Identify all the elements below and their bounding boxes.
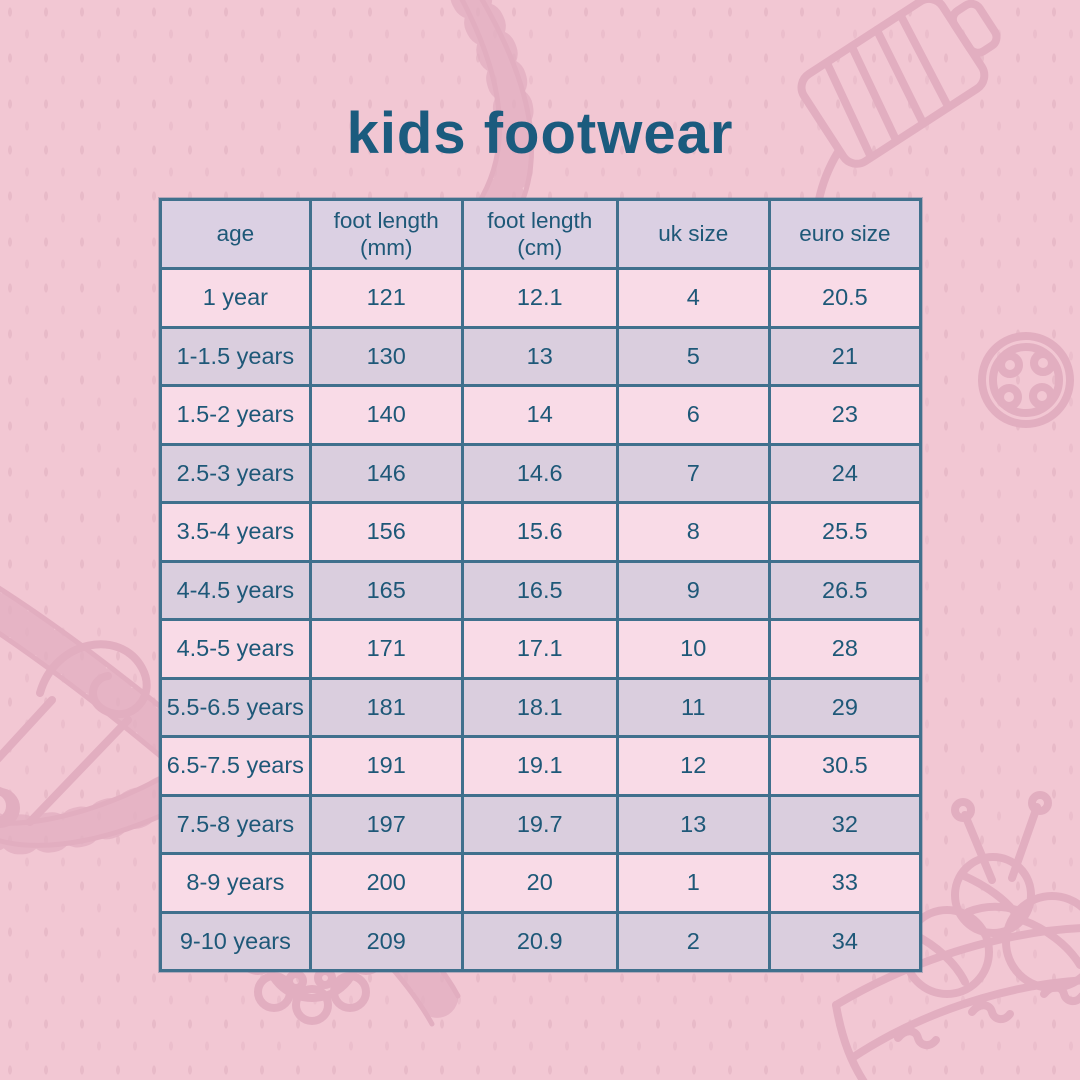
- foot-length-cm-cell: 20: [460, 852, 619, 914]
- foot-length-mm-cell: 130: [308, 325, 464, 387]
- foot-length-cm-cell: 19.1: [460, 735, 619, 797]
- table-row: 6.5-7.5 years 191 19.1 12 30.5: [159, 735, 923, 797]
- age-cell: 2.5-3 years: [159, 442, 312, 504]
- age-cell: 4-4.5 years: [159, 559, 312, 621]
- table-row: 1 year 121 12.1 4 20.5: [159, 267, 923, 329]
- euro-size-cell: 33: [767, 852, 923, 914]
- euro-size-cell: 20.5: [767, 267, 923, 329]
- foot-length-cm-cell: 14: [460, 384, 619, 446]
- uk-size-cell: 13: [615, 793, 771, 855]
- euro-size-cell: 24: [767, 442, 923, 504]
- euro-size-cell: 28: [767, 618, 923, 680]
- foot-length-mm-cell: 121: [308, 267, 464, 329]
- age-cell: 1.5-2 years: [159, 384, 312, 446]
- foot-length-cm-cell: 12.1: [460, 267, 619, 329]
- age-cell: 9-10 years: [159, 910, 312, 972]
- col-header-age: age: [159, 198, 312, 270]
- foot-length-cm-cell: 14.6: [460, 442, 619, 504]
- table-row: 4.5-5 years 171 17.1 10 28: [159, 618, 923, 680]
- foot-length-cm-cell: 20.9: [460, 910, 619, 972]
- euro-size-cell: 25.5: [767, 501, 923, 563]
- table-row: 1-1.5 years 130 13 5 21: [159, 325, 923, 387]
- col-header-foot-length-cm: foot length (cm): [460, 198, 619, 270]
- table-row: 4-4.5 years 165 16.5 9 26.5: [159, 559, 923, 621]
- foot-length-mm-cell: 156: [308, 501, 464, 563]
- table-row: 3.5-4 years 156 15.6 8 25.5: [159, 501, 923, 563]
- foot-length-mm-cell: 140: [308, 384, 464, 446]
- euro-size-cell: 21: [767, 325, 923, 387]
- euro-size-cell: 30.5: [767, 735, 923, 797]
- euro-size-cell: 29: [767, 676, 923, 738]
- uk-size-cell: 8: [615, 501, 771, 563]
- safety-pin-icon: [0, 640, 151, 828]
- foot-length-mm-cell: 209: [308, 910, 464, 972]
- foot-length-mm-cell: 197: [308, 793, 464, 855]
- foot-length-mm-cell: 191: [308, 735, 464, 797]
- header-row: age foot length (mm) foot length (cm) uk…: [159, 198, 923, 270]
- uk-size-cell: 6: [615, 384, 771, 446]
- uk-size-cell: 7: [615, 442, 771, 504]
- col-header-foot-length-mm: foot length (mm): [308, 198, 464, 270]
- table-row: 7.5-8 years 197 19.7 13 32: [159, 793, 923, 855]
- table-row: 2.5-3 years 146 14.6 7 24: [159, 442, 923, 504]
- foot-length-cm-cell: 13: [460, 325, 619, 387]
- euro-size-cell: 32: [767, 793, 923, 855]
- uk-size-cell: 1: [615, 852, 771, 914]
- age-cell: 6.5-7.5 years: [159, 735, 312, 797]
- table-row: 9-10 years 209 20.9 2 34: [159, 910, 923, 972]
- col-header-uk-size: uk size: [615, 198, 771, 270]
- uk-size-cell: 5: [615, 325, 771, 387]
- foot-length-mm-cell: 181: [308, 676, 464, 738]
- foot-length-mm-cell: 165: [308, 559, 464, 621]
- uk-size-cell: 2: [615, 910, 771, 972]
- euro-size-cell: 26.5: [767, 559, 923, 621]
- age-cell: 7.5-8 years: [159, 793, 312, 855]
- age-cell: 1-1.5 years: [159, 325, 312, 387]
- foot-length-cm-cell: 17.1: [460, 618, 619, 680]
- col-header-euro-size: euro size: [767, 198, 923, 270]
- euro-size-cell: 34: [767, 910, 923, 972]
- uk-size-cell: 4: [615, 267, 771, 329]
- age-cell: 8-9 years: [159, 852, 312, 914]
- foot-length-mm-cell: 171: [308, 618, 464, 680]
- euro-size-cell: 23: [767, 384, 923, 446]
- foot-length-cm-cell: 18.1: [460, 676, 619, 738]
- age-cell: 1 year: [159, 267, 312, 329]
- foot-length-mm-cell: 200: [308, 852, 464, 914]
- age-cell: 5.5-6.5 years: [159, 676, 312, 738]
- size-chart-table: age foot length (mm) foot length (cm) uk…: [159, 198, 923, 972]
- age-cell: 3.5-4 years: [159, 501, 312, 563]
- uk-size-cell: 9: [615, 559, 771, 621]
- table-row: 8-9 years 200 20 1 33: [159, 852, 923, 914]
- table-row: 1.5-2 years 140 14 6 23: [159, 384, 923, 446]
- uk-size-cell: 11: [615, 676, 771, 738]
- button-icon: [978, 332, 1074, 428]
- foot-length-mm-cell: 146: [308, 442, 464, 504]
- age-cell: 4.5-5 years: [159, 618, 312, 680]
- uk-size-cell: 12: [615, 735, 771, 797]
- uk-size-cell: 10: [615, 618, 771, 680]
- foot-length-cm-cell: 19.7: [460, 793, 619, 855]
- table-row: 5.5-6.5 years 181 18.1 11 29: [159, 676, 923, 738]
- page-title: kids footwear: [346, 101, 734, 166]
- foot-length-cm-cell: 16.5: [460, 559, 619, 621]
- foot-length-cm-cell: 15.6: [460, 501, 619, 563]
